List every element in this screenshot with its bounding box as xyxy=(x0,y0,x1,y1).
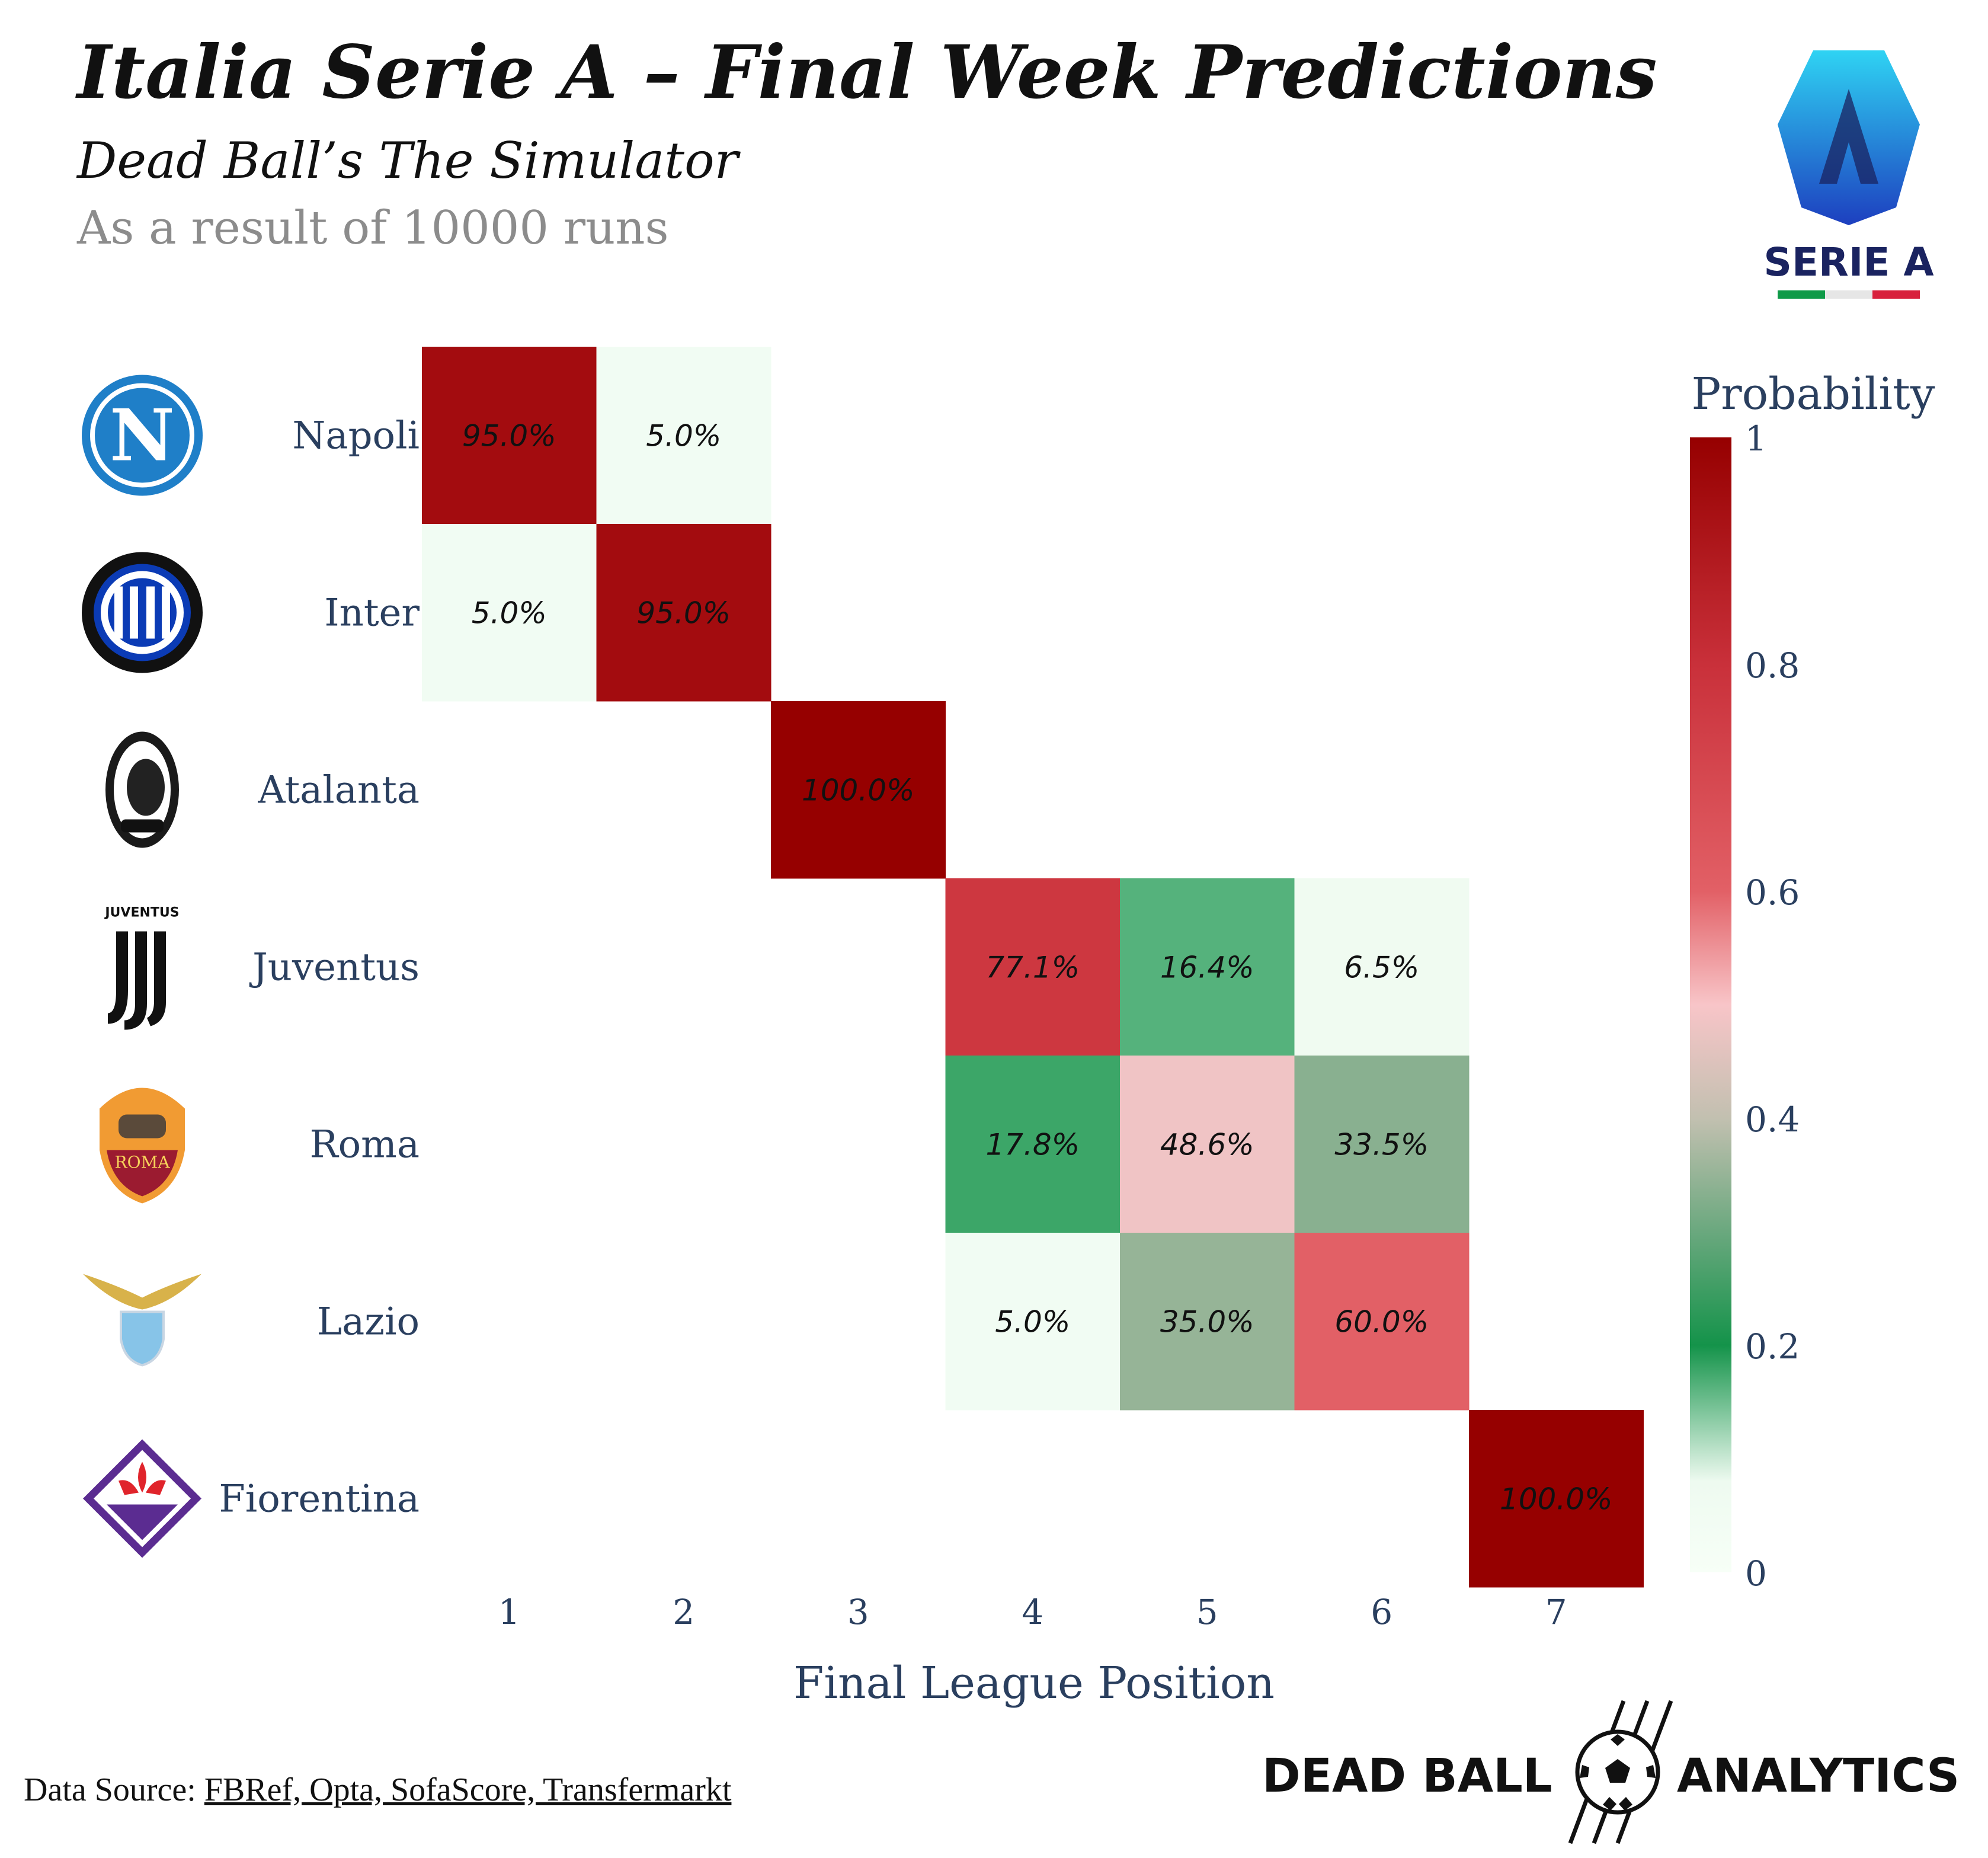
team-label: Juventus xyxy=(249,946,420,990)
x-tick-label: 1 xyxy=(498,1592,520,1632)
x-tick-label: 3 xyxy=(847,1592,869,1632)
data-source-list[interactable]: FBRef, Opta, SofaScore, Transfermarkt xyxy=(204,1771,732,1808)
x-tick-label: 7 xyxy=(1545,1592,1567,1632)
colorbar-tick-label: 1 xyxy=(1745,418,1767,459)
colorbar-tick-label: 0 xyxy=(1745,1553,1767,1594)
heatmap-cells: 95.0% 5.0% 5.0% 95.0% 100.0% 77.1% 16.4% 6.5% 17… xyxy=(422,347,1644,1588)
cell-value-label: 17.8% xyxy=(985,1128,1080,1162)
flag-white-bar xyxy=(1825,290,1872,299)
team-label: Fiorentina xyxy=(219,1478,420,1521)
heatmap-cell xyxy=(945,878,1121,1056)
serie-a-letter-mark xyxy=(1819,89,1878,184)
cell-value-label: 5.0% xyxy=(472,596,547,631)
heatmap-cell xyxy=(945,1056,1121,1233)
flag-green-bar xyxy=(1778,290,1825,299)
fiorentina-crest-icon xyxy=(83,1439,201,1558)
cell-value-label: 100.0% xyxy=(802,773,915,808)
brand-text-right: ANALYTICS xyxy=(1677,1750,1960,1803)
heatmap-cell xyxy=(1120,1056,1295,1233)
colorbar-tick-label: 0.2 xyxy=(1745,1326,1800,1367)
heatmap-cell xyxy=(1294,1056,1470,1233)
chart-runs-note: As a result of 10000 runs xyxy=(77,202,669,255)
chart-title: Italia Serie A – Final Week Predictions xyxy=(77,30,1657,116)
soccer-ball-icon xyxy=(1568,1700,1673,1844)
colorbar-ticks: 0 0.2 0.4 0.6 0.8 1 xyxy=(1745,418,1800,1594)
heatmap-cell xyxy=(1294,1233,1470,1411)
x-tick-label: 4 xyxy=(1022,1592,1043,1632)
heatmap-cell xyxy=(596,347,771,525)
team-label: Napoli xyxy=(292,414,420,458)
cell-value-label: 77.1% xyxy=(985,951,1080,985)
serie-a-wordmark: SERIE A xyxy=(1763,239,1933,285)
x-axis-ticks: 1 2 3 4 5 6 7 xyxy=(498,1592,1567,1632)
cell-value-label: 16.4% xyxy=(1160,951,1254,985)
heatmap-cell xyxy=(945,1233,1121,1411)
data-source-label: Data Source: xyxy=(24,1771,204,1808)
svg-text:ROMA: ROMA xyxy=(115,1153,171,1172)
svg-text:JUVENTUS: JUVENTUS xyxy=(104,906,179,920)
cell-value-label: 33.5% xyxy=(1334,1128,1429,1162)
heatmap-cell xyxy=(1120,1233,1295,1411)
cell-value-label: 48.6% xyxy=(1160,1128,1254,1162)
cell-value-label: 100.0% xyxy=(1500,1482,1613,1517)
juventus-crest-icon: JUVENTUS xyxy=(104,906,180,1030)
brand-text-left: DEAD BALL xyxy=(1262,1750,1552,1803)
colorbar-tick-label: 0.4 xyxy=(1745,1099,1800,1140)
chart-subtitle: Dead Ball’s The Simulator xyxy=(77,132,738,190)
serie-a-logo: SERIE A xyxy=(1763,50,1934,299)
data-source: Data Source: FBRef, Opta, SofaScore, Tra… xyxy=(24,1771,731,1809)
roma-crest-icon: ROMA xyxy=(100,1088,185,1204)
heatmap-cell xyxy=(422,347,597,525)
cell-value-label: 95.0% xyxy=(462,419,556,453)
heatmap-cell xyxy=(1120,878,1295,1056)
heatmap-cell xyxy=(422,524,597,702)
heatmap-cell xyxy=(1469,1410,1644,1588)
svg-text:N: N xyxy=(110,394,175,478)
footer-brand-logo: DEAD BALL ANALYTICS xyxy=(1262,1695,1973,1849)
team-label: Atalanta xyxy=(257,769,420,813)
colorbar xyxy=(1690,437,1731,1572)
x-axis-title: Final League Position xyxy=(793,1658,1275,1709)
x-tick-label: 2 xyxy=(673,1592,694,1632)
inter-crest-icon xyxy=(82,552,203,673)
colorbar-tick-label: 0.6 xyxy=(1745,872,1800,913)
x-tick-label: 6 xyxy=(1371,1592,1392,1632)
napoli-crest-icon: N xyxy=(82,375,203,496)
cell-value-label: 95.0% xyxy=(636,596,731,631)
team-labels: Napoli Inter Atalanta Juventus Roma Lazio Fior… xyxy=(219,414,420,1521)
cell-value-label: 6.5% xyxy=(1344,951,1419,985)
lazio-crest-icon xyxy=(83,1274,201,1367)
heatmap-cell xyxy=(771,701,946,879)
cell-value-label: 5.0% xyxy=(646,419,721,453)
atalanta-crest-icon xyxy=(105,731,179,848)
team-label: Inter xyxy=(324,591,420,635)
colorbar-title: Probability xyxy=(1691,369,1935,420)
cell-value-label: 60.0% xyxy=(1334,1305,1429,1339)
heatmap-cell xyxy=(1294,878,1470,1056)
cell-value-label: 35.0% xyxy=(1160,1305,1254,1339)
colorbar-tick-label: 0.8 xyxy=(1745,645,1800,686)
team-badges: N JUVENTUS ROMA xyxy=(82,375,203,1558)
cell-value-label: 5.0% xyxy=(995,1305,1070,1339)
heatmap-cell xyxy=(596,524,771,702)
team-label: Lazio xyxy=(317,1300,420,1344)
x-tick-label: 5 xyxy=(1196,1592,1218,1632)
team-label: Roma xyxy=(309,1123,420,1167)
flag-red-bar xyxy=(1872,290,1920,299)
